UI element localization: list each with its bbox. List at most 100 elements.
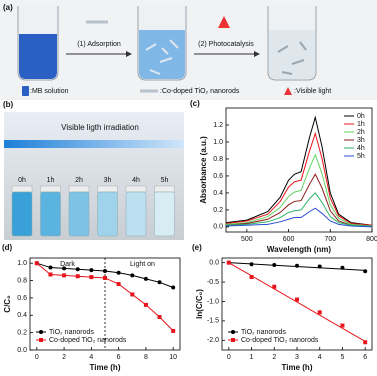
marker (272, 284, 277, 289)
vial-2 (137, 6, 187, 81)
series-line (225, 131, 373, 226)
marker (249, 275, 254, 280)
marker (340, 323, 345, 328)
photo (4, 112, 184, 240)
panel-label: (c) (190, 99, 200, 108)
x-tick-label: 5 (341, 354, 345, 361)
x-tick-label: 2 (272, 354, 276, 361)
x-tick-label: 600 (283, 236, 295, 243)
light-icon (218, 16, 230, 28)
time-label: 4h (132, 177, 140, 184)
panel-label: (e) (192, 243, 202, 252)
series-line (225, 207, 373, 228)
marker (340, 265, 345, 270)
x-tick-label: 8 (144, 354, 148, 361)
y-tick-label: 0.2 (17, 329, 27, 336)
x-tick-label: 500 (241, 236, 253, 243)
legend-label: Co-doped TiO₂ nanorods (49, 337, 127, 344)
step-label: (2) Photocatalysis (198, 41, 254, 48)
y-tick-label: 1.0 (17, 260, 27, 267)
marker (48, 272, 53, 277)
marker (363, 269, 368, 274)
x-tick-label: 700 (324, 236, 336, 243)
panel-label: (b) (3, 100, 14, 109)
y-tick-label: 0.2 (213, 207, 223, 214)
vial-cap (68, 185, 90, 193)
marker (130, 273, 135, 278)
marker (226, 260, 231, 265)
legend-label: 2h (357, 129, 365, 136)
x-tick-label: 10 (169, 354, 177, 361)
plot-frame (225, 107, 373, 233)
x-axis-label: Time (h) (90, 363, 121, 372)
vial-1 (17, 6, 59, 81)
y-tick-label: -0.5 (207, 279, 219, 286)
time-label: 1h (47, 177, 55, 184)
y-axis-label: C/C₀ (3, 295, 12, 313)
vial-cap (40, 185, 61, 193)
marker (62, 273, 67, 278)
vial-cap (11, 185, 33, 193)
series-line (225, 153, 373, 227)
marker (171, 285, 176, 290)
marker (103, 269, 107, 274)
y-tick-label: -1.5 (207, 318, 219, 325)
y-tick-label: 0.0 (213, 224, 223, 231)
vial (40, 191, 61, 237)
x-tick-label: 1 (250, 354, 254, 361)
y-tick-label: -2.0 (207, 337, 219, 344)
marker (75, 267, 80, 272)
legend-label: 5h (357, 153, 365, 160)
legend-text: :MB solution (30, 88, 69, 95)
marker (143, 302, 148, 307)
step-label: (1) Adsorption (77, 41, 121, 48)
marker (34, 261, 39, 266)
marker (317, 310, 322, 315)
light-band (4, 140, 184, 148)
legend-label: Co-doped TiO₂ nanorods (241, 337, 319, 344)
vial-cap (97, 185, 118, 193)
legend-marker (39, 330, 43, 334)
legend-marker (231, 338, 235, 342)
y-tick-label: 0.8 (17, 277, 27, 284)
y-tick-label: 0.4 (17, 312, 27, 319)
x-tick-label: 0 (35, 354, 39, 361)
y-tick-label: 0.0 (209, 260, 219, 267)
x-tick-label: 6 (117, 354, 121, 361)
marker (295, 263, 299, 268)
legend-text: :Visible light (294, 88, 331, 95)
y-axis-label: ln(C/C₀) (195, 289, 204, 319)
time-label: 3h (104, 177, 112, 184)
x-tick-label: 0 (227, 354, 231, 361)
marker (272, 262, 277, 267)
legend-label: 1h (357, 121, 365, 128)
marker (62, 266, 67, 271)
vial (125, 191, 147, 237)
marker (89, 268, 94, 273)
vial-3 (267, 6, 317, 81)
x-tick-label: 4 (318, 354, 322, 361)
vial (97, 191, 118, 237)
x-axis-label: Time (h) (282, 363, 313, 372)
x-axis-label: Wavelength (nm) (267, 245, 331, 254)
marker (171, 328, 176, 333)
legend-text: :Co-doped TiO₂ nanorods (160, 88, 240, 95)
y-tick-label: 0.4 (213, 190, 223, 197)
annotation: Dark (60, 261, 75, 268)
marker (317, 264, 322, 269)
y-tick-label: 0.0 (17, 347, 27, 354)
arrowhead (126, 51, 132, 57)
vial-cap (154, 185, 175, 193)
legend-label: 4h (357, 145, 365, 152)
x-tick-label: 800 (366, 236, 377, 243)
marker (103, 275, 107, 280)
y-tick-label: 1.2 (213, 122, 223, 129)
marker (143, 276, 148, 281)
y-tick-label: 0.6 (17, 295, 27, 302)
time-label: 0h (18, 177, 26, 184)
marker (157, 315, 162, 320)
x-tick-label: 3 (295, 354, 299, 361)
time-label: 2h (75, 177, 83, 184)
legend-label: 3h (357, 137, 365, 144)
